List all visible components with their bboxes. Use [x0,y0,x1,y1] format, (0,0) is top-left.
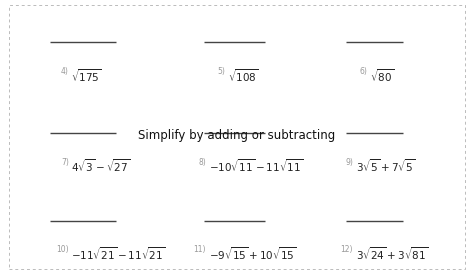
Text: 9): 9) [345,158,353,167]
Text: $\sqrt{108}$: $\sqrt{108}$ [228,67,258,84]
Text: $-10\sqrt{11} - 11\sqrt{11}$: $-10\sqrt{11} - 11\sqrt{11}$ [209,158,303,174]
Text: $\sqrt{175}$: $\sqrt{175}$ [71,67,102,84]
Text: 6): 6) [359,67,367,76]
Text: 5): 5) [217,67,225,76]
Text: $4\sqrt{3} - \sqrt{27}$: $4\sqrt{3} - \sqrt{27}$ [71,158,130,174]
Text: 10): 10) [56,245,69,254]
Text: $3\sqrt{24} + 3\sqrt{81}$: $3\sqrt{24} + 3\sqrt{81}$ [356,245,428,262]
Text: 11): 11) [194,245,206,254]
Text: $\sqrt{80}$: $\sqrt{80}$ [370,67,394,84]
Text: $3\sqrt{5} + 7\sqrt{5}$: $3\sqrt{5} + 7\sqrt{5}$ [356,158,415,174]
Text: 12): 12) [341,245,353,254]
Text: $-11\sqrt{21} - 11\sqrt{21}$: $-11\sqrt{21} - 11\sqrt{21}$ [71,245,165,262]
Text: 8): 8) [199,158,206,167]
Text: 4): 4) [61,67,69,76]
Text: 7): 7) [61,158,69,167]
Text: Simplify by adding or subtracting: Simplify by adding or subtracting [138,129,336,142]
Text: $-9\sqrt{15} + 10\sqrt{15}$: $-9\sqrt{15} + 10\sqrt{15}$ [209,245,296,262]
